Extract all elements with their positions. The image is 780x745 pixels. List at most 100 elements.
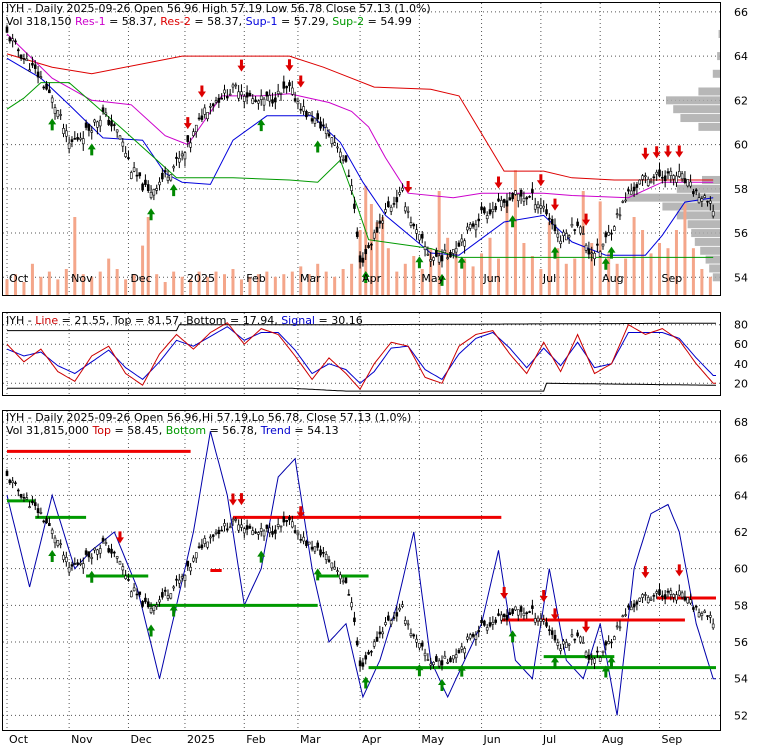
candle-body [666, 590, 670, 593]
candle-body [587, 248, 591, 255]
candle-body [446, 661, 449, 664]
volume-bar [539, 269, 543, 295]
volume-bar [115, 269, 119, 295]
candle-body [576, 632, 579, 637]
candle-body [446, 257, 449, 259]
candle-body [375, 636, 379, 642]
candle-body [186, 560, 190, 567]
candle-body [514, 606, 517, 611]
candle-body [672, 175, 675, 180]
candle-body [16, 489, 20, 492]
candle-body [70, 139, 74, 142]
candle-body [355, 640, 359, 646]
sell-arrow-icon [494, 176, 503, 189]
candle-body [45, 83, 48, 90]
candle-body [542, 619, 545, 622]
volume-profile-bar [662, 202, 720, 211]
candle-body [680, 173, 684, 180]
volume-profile-bar [705, 255, 720, 264]
candle-body [237, 524, 240, 531]
candle-body [381, 220, 384, 224]
candle-body [262, 98, 266, 106]
candle-body [387, 201, 390, 208]
candle-body [245, 525, 249, 530]
candle-body [661, 176, 664, 179]
sell-arrow-icon [285, 59, 294, 72]
candle-body [689, 181, 692, 187]
candle-body [635, 184, 639, 188]
volume-profile-bar [717, 52, 720, 61]
candle-body [149, 192, 153, 199]
x-tick-label: May [421, 272, 444, 285]
candle-body [615, 625, 619, 628]
volume-profile-bar [712, 69, 720, 78]
candle-body [533, 618, 537, 623]
candle-body [573, 229, 577, 231]
candle-body [437, 255, 441, 263]
candle-body [629, 190, 633, 195]
volume-bar [598, 201, 602, 295]
candle-body [322, 552, 325, 554]
candle-body [279, 92, 283, 95]
candle-body [50, 529, 54, 534]
candle-body [28, 69, 31, 72]
candle-body [420, 234, 424, 239]
volume-profile-bar [691, 229, 720, 238]
candle-body [567, 643, 571, 646]
x-tick-label: Nov [71, 272, 93, 285]
candle-body [319, 549, 322, 556]
candle-body [418, 234, 421, 241]
volume-bar [666, 248, 670, 295]
candle-body [398, 192, 401, 195]
candle-body [310, 546, 314, 550]
candle-body [22, 496, 26, 499]
x-tick-label: 2025 [187, 733, 215, 745]
candle-body [240, 524, 243, 528]
volume-bar [649, 253, 653, 295]
candle-body [375, 226, 379, 233]
candle-body [452, 249, 455, 254]
x-tick-label: Jul [542, 272, 556, 285]
candle-body [545, 622, 548, 627]
candle-body [158, 181, 161, 186]
candle-body [364, 655, 368, 660]
candle-body [364, 249, 368, 255]
candle-body [132, 167, 136, 172]
candle-body [398, 607, 401, 611]
volume-profile-bar [709, 264, 720, 273]
candle-body [584, 244, 588, 251]
candle-body [138, 172, 142, 177]
volume-bar [172, 271, 176, 295]
candle-body [694, 605, 698, 608]
volume-bar [350, 263, 354, 295]
candle-body [669, 170, 673, 176]
candle-body [73, 563, 77, 565]
candle-body [389, 206, 393, 212]
buy-arrow-icon [415, 256, 424, 269]
candle-body [56, 110, 60, 117]
volume-bar [641, 230, 645, 295]
volume-bar [30, 263, 34, 295]
volume-bar [454, 253, 458, 295]
candle-body [302, 536, 305, 542]
sell-arrow-icon [115, 531, 124, 544]
candle-body [257, 100, 260, 104]
trend-x-ticks: Oct Nov Dec 2025 Feb Mar Apr May Jun Jul Aug Sep [9, 733, 682, 745]
volume-bar [624, 258, 628, 295]
candle-body [658, 589, 661, 596]
candle-body [505, 614, 509, 620]
candle-body [87, 551, 91, 558]
candle-body [152, 605, 156, 611]
candle-body [576, 221, 579, 226]
candle-body [581, 233, 585, 235]
sell-arrow-icon [675, 564, 684, 577]
candle-body [175, 156, 178, 159]
candle-body [76, 562, 79, 565]
candle-body [161, 592, 164, 598]
oscillator-header: IYH - Line = 21.55, Top = 81.57, Bottom … [6, 314, 363, 327]
sell-arrow-icon [641, 147, 650, 160]
candle-body [468, 224, 472, 229]
volume-profile-bar [694, 237, 720, 246]
candle-body [567, 235, 571, 238]
trend-band [6, 431, 716, 716]
